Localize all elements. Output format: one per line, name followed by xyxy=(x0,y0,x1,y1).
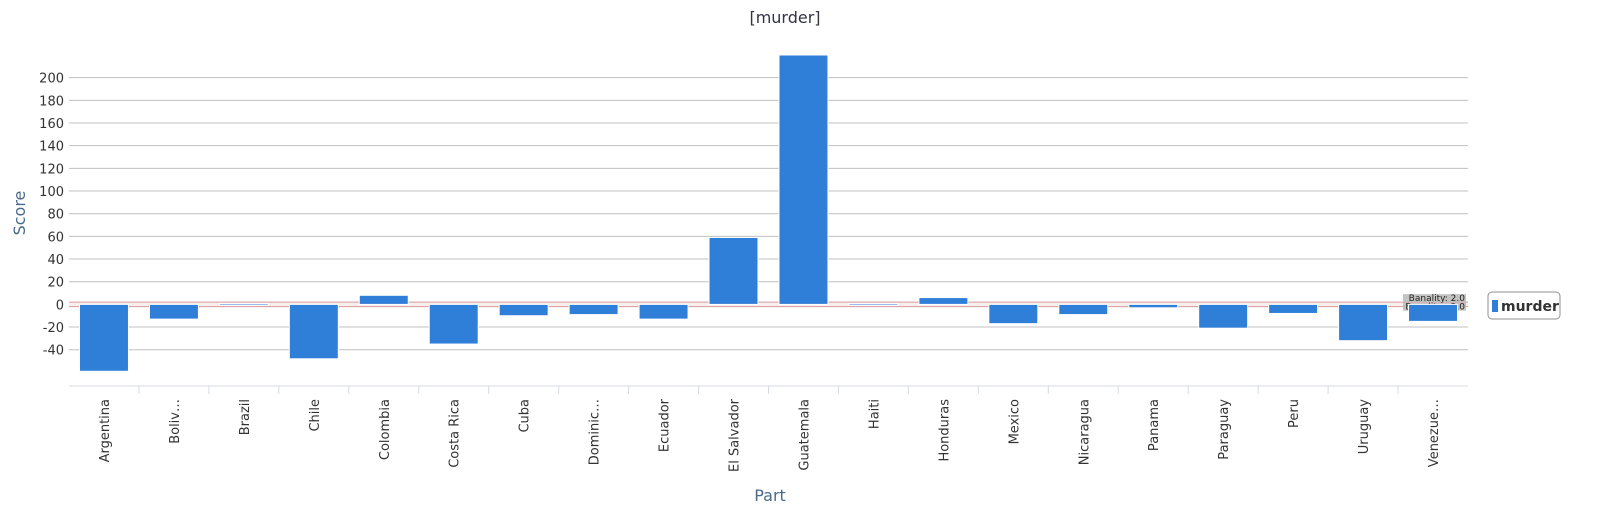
x-tick-label: Colombia xyxy=(378,399,393,460)
bar-nicaragua[interactable] xyxy=(1058,303,1109,316)
x-tick-label: Panama xyxy=(1147,399,1162,451)
x-tick-label: Nicaragua xyxy=(1077,399,1092,465)
x-axis-ticks: Argentina Boliv… Brazil Chile Colombia Costa … xyxy=(98,386,1442,472)
x-tick-label: Chile xyxy=(308,399,323,432)
y-tick-label: 120 xyxy=(39,162,64,177)
bar-costa-rica[interactable] xyxy=(428,303,479,345)
bar-uruguay[interactable] xyxy=(1338,303,1389,342)
y-tick-label: 100 xyxy=(39,185,64,200)
y-tick-label: 60 xyxy=(47,230,64,245)
x-tick-label: Cuba xyxy=(518,399,533,433)
x-tick-label: Honduras xyxy=(937,399,952,462)
y-tick-label: -40 xyxy=(43,344,64,359)
chart-title: [murder] xyxy=(749,8,820,27)
bar-argentina[interactable] xyxy=(78,303,129,372)
x-axis-title: Part xyxy=(754,486,786,505)
gridlines xyxy=(69,77,1468,387)
bar-el-salvador[interactable] xyxy=(708,237,759,305)
x-tick-label: Costa Rica xyxy=(448,399,463,468)
x-tick-label: Ecuador xyxy=(658,398,673,452)
legend-label-murder: murder xyxy=(1501,299,1559,315)
y-tick-label: -20 xyxy=(43,321,64,336)
x-tick-label: Dominic… xyxy=(588,399,603,465)
bar-dominic[interactable] xyxy=(568,303,619,316)
y-axis-ticks: -40 -20 0 20 40 60 80 100 120 140 160 180 200 xyxy=(39,72,64,359)
bar-brazil[interactable] xyxy=(218,303,269,306)
legend[interactable]: murder xyxy=(1487,291,1561,320)
x-tick-label: Uruguay xyxy=(1357,399,1372,455)
bars xyxy=(78,54,1459,372)
y-tick-label: 0 xyxy=(56,298,64,313)
bar-panama[interactable] xyxy=(1128,303,1179,309)
bar-ecuador[interactable] xyxy=(638,303,689,320)
bar-cuba[interactable] xyxy=(498,303,549,317)
reference-bands: Banality: 2.0Banality: -2.0 xyxy=(69,294,1468,313)
bar-colombia[interactable] xyxy=(358,294,409,305)
y-tick-label: 160 xyxy=(39,117,64,132)
band-label: Banality: 2.0 xyxy=(1409,294,1466,304)
x-tick-label: Boliv… xyxy=(168,399,183,444)
legend-swatch xyxy=(1492,300,1498,312)
bar-honduras[interactable] xyxy=(918,297,969,305)
banality-band xyxy=(69,302,1468,307)
bar-venezue[interactable] xyxy=(1408,303,1459,322)
x-tick-label: Argentina xyxy=(98,399,113,462)
x-tick-label: Peru xyxy=(1287,399,1302,428)
y-axis-title: Score xyxy=(10,191,29,236)
y-tick-label: 180 xyxy=(39,94,64,109)
bar-guatemala[interactable] xyxy=(778,54,829,305)
bar-paraguay[interactable] xyxy=(1198,303,1249,329)
bar-peru[interactable] xyxy=(1268,303,1319,314)
x-tick-label: Haiti xyxy=(867,399,882,429)
bar-mexico[interactable] xyxy=(988,303,1039,325)
y-tick-label: 20 xyxy=(47,276,64,291)
bar-chile[interactable] xyxy=(288,303,339,360)
x-tick-label: Venezue… xyxy=(1427,399,1442,467)
y-tick-label: 40 xyxy=(47,253,64,268)
bar-haiti[interactable] xyxy=(848,303,899,306)
x-tick-label: El Salvador xyxy=(728,398,743,472)
band-label-bg xyxy=(1403,294,1466,303)
x-tick-label: Paraguay xyxy=(1217,399,1232,460)
bar-boliv[interactable] xyxy=(148,303,199,320)
x-tick-label: Brazil xyxy=(238,399,253,435)
x-tick-label: Mexico xyxy=(1007,399,1022,444)
y-tick-label: 140 xyxy=(39,140,64,155)
x-tick-label: Guatemala xyxy=(797,399,812,471)
y-tick-label: 80 xyxy=(47,208,64,223)
y-tick-label: 200 xyxy=(39,72,64,87)
legend-box xyxy=(1487,291,1561,320)
